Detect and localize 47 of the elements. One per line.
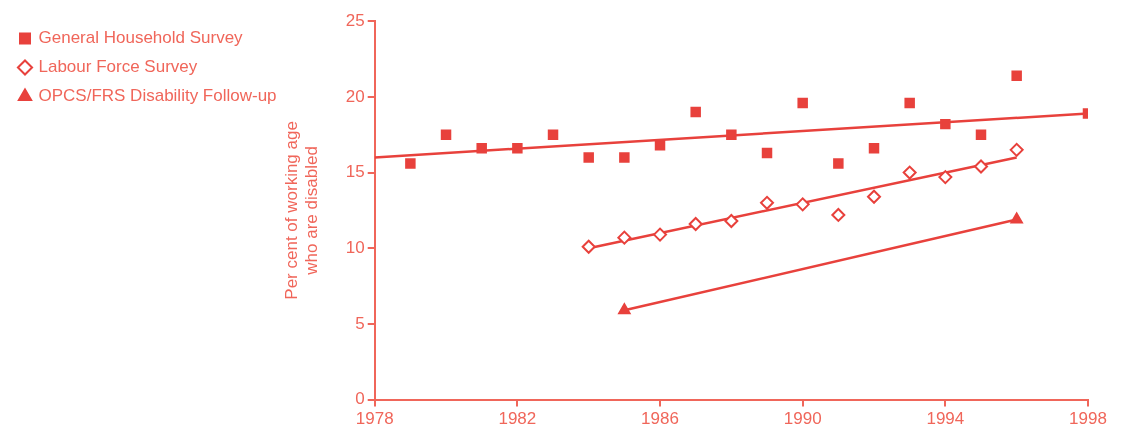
- point: [724, 214, 739, 228]
- point: [654, 140, 666, 151]
- point: [619, 152, 630, 163]
- point: [690, 106, 701, 118]
- point: [726, 129, 737, 140]
- point: [974, 159, 989, 174]
- x-tick-label: 1994: [926, 409, 965, 429]
- point: [938, 170, 953, 185]
- point: [581, 239, 596, 254]
- point: [902, 165, 917, 180]
- point: [833, 158, 844, 169]
- point: [617, 230, 632, 245]
- legend-label: OPCS/FRS Disability Follow-up: [38, 86, 277, 106]
- point: [440, 129, 452, 140]
- point: [760, 195, 775, 210]
- point: [761, 147, 773, 159]
- point: [688, 217, 703, 232]
- legend-label: General Household Survey: [38, 28, 244, 48]
- point: [653, 227, 668, 242]
- y-axis-title: Per cent of working age who are disabled: [281, 121, 322, 300]
- y-tick-label: 5: [355, 313, 365, 333]
- x-tick-label: 1986: [641, 409, 679, 429]
- point: [868, 143, 880, 154]
- x-tick-label: 1982: [498, 409, 537, 429]
- point: [476, 143, 487, 154]
- y-tick-label: 0: [355, 389, 365, 409]
- x-tick-label: 1990: [783, 409, 822, 429]
- legend-label: Labour Force Survey: [38, 57, 198, 77]
- x-tick-label: 1998: [1069, 409, 1107, 429]
- point: [795, 197, 810, 212]
- point: [1011, 70, 1022, 81]
- y-tick-label: 10: [345, 237, 365, 257]
- point: [547, 129, 559, 140]
- point: [975, 129, 987, 140]
- point: [831, 207, 846, 222]
- point: [512, 143, 523, 154]
- point: [405, 158, 416, 169]
- point: [940, 118, 951, 130]
- point: [583, 152, 594, 163]
- y-tick-label: 20: [345, 86, 365, 106]
- y-tick-label: 15: [345, 162, 365, 182]
- x-tick-label: 1978: [355, 409, 394, 429]
- point: [797, 97, 808, 109]
- point: [1009, 142, 1024, 157]
- y-tick-label: 25: [345, 10, 365, 30]
- point: [867, 189, 882, 204]
- point: [904, 97, 915, 109]
